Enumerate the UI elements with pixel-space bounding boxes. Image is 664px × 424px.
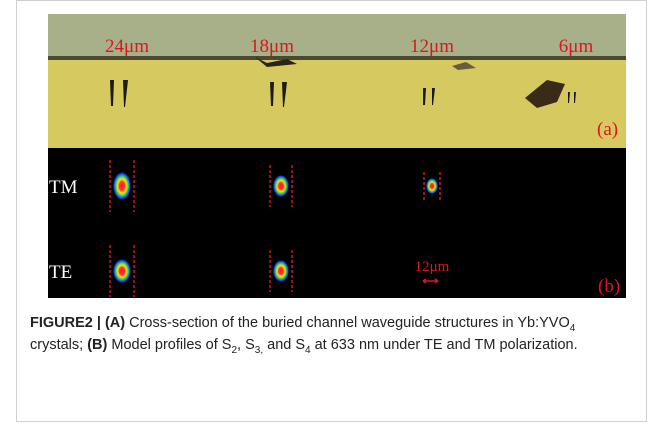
caption: FIGURE2 | (A) Cross-section of the burie…: [30, 312, 630, 356]
width-label: 24μm: [105, 36, 149, 57]
caption-text: Model profiles of S: [107, 337, 231, 353]
caption-text: and S: [263, 337, 305, 353]
mode-label: TE: [49, 262, 72, 283]
panel-a: 24μm 18μm 12μm 6μm (a): [48, 14, 626, 148]
caption-text: , S: [237, 337, 255, 353]
mode-label: TM: [49, 177, 78, 198]
width-label: 12μm: [410, 36, 454, 57]
scale-bar-label: 12μm: [415, 259, 450, 275]
caption-label: (B): [87, 337, 107, 353]
panel-b: TM TE 12μm (b): [48, 148, 626, 298]
caption-text: at 633 nm under TE and TM polarization.: [311, 337, 578, 353]
caption-text: crystals;: [30, 337, 87, 353]
caption-text: Cross-section of the buried channel wave…: [125, 315, 570, 331]
page: 24μm 18μm 12μm 6μm (a) TM TE 12μm (b) FI…: [0, 0, 664, 424]
subscript: 4: [570, 323, 576, 334]
subscript: 3,: [255, 345, 263, 356]
figure-image: 24μm 18μm 12μm 6μm (a) TM TE 12μm (b): [0, 0, 664, 310]
panel-label: (b): [598, 276, 620, 297]
caption-label: FIGURE2 | (A): [30, 315, 125, 331]
width-label: 18μm: [250, 36, 294, 57]
panel-label: (a): [597, 119, 618, 140]
width-label: 6μm: [559, 36, 594, 57]
